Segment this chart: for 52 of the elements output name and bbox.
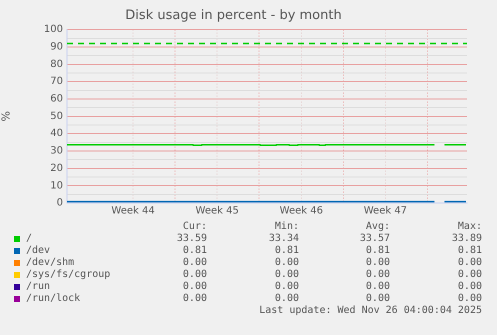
legend-label: /dev/shm	[26, 257, 74, 269]
y-tick-label: 30	[50, 146, 63, 157]
text: 33.59	[176, 233, 207, 245]
text: 0.00	[366, 269, 390, 281]
y-tick-label: 80	[50, 58, 63, 70]
y-tick-label: 10	[50, 180, 63, 192]
text: 0.00	[458, 293, 482, 305]
text: 0.00	[182, 293, 207, 305]
text: 0.00	[274, 281, 299, 293]
y-tick-label: 70	[50, 76, 63, 88]
text: 0.00	[274, 257, 299, 269]
text: 0.00	[182, 269, 207, 281]
x-tick-label: Week 44	[111, 206, 155, 217]
text: 0.00	[182, 281, 207, 293]
text: 33.89	[452, 233, 482, 245]
x-tick-label: Week 46	[280, 206, 323, 217]
x-tick-label: Week 45	[196, 206, 239, 217]
legend-label: /run	[26, 281, 50, 293]
y-axis-title: %	[0, 111, 12, 122]
text: 0.81	[182, 245, 207, 257]
y-tick-label: 0	[56, 198, 63, 209]
text: 0.81	[458, 245, 482, 257]
text: Max:	[458, 221, 482, 233]
text: 0.81	[274, 245, 299, 257]
y-tick-label: 100	[44, 24, 63, 36]
y-tick-label: 40	[50, 128, 63, 140]
legend-label: /dev	[26, 245, 50, 257]
text: 0.00	[458, 257, 482, 269]
text: 0.00	[366, 281, 390, 293]
text: 33.57	[360, 233, 390, 245]
text: 0.00	[274, 293, 299, 305]
text: 0.81	[366, 245, 390, 257]
text: 33.34	[268, 233, 299, 245]
y-tick-label: 50	[50, 110, 63, 122]
text: 0.00	[366, 257, 390, 269]
text: 0.00	[274, 269, 299, 281]
text: Avg:	[366, 221, 390, 233]
text: Last update: Wed Nov 26 04:00:04 2025	[259, 305, 482, 317]
text: 0.00	[366, 293, 390, 305]
text: 0.00	[458, 281, 482, 293]
legend-label: /run/lock	[26, 293, 80, 305]
x-tick-label: Week 47	[364, 206, 408, 217]
chart-title: Disk usage in percent - by month	[125, 8, 342, 24]
y-tick-label: 60	[50, 94, 63, 105]
legend-label: /	[26, 233, 32, 245]
text: 0.00	[458, 269, 482, 281]
text: Min:	[274, 221, 299, 233]
y-tick-label: 20	[50, 162, 63, 174]
legend-label: /sys/fs/cgroup	[26, 269, 110, 281]
text: Cur:	[182, 221, 207, 233]
y-tick-label: 90	[50, 42, 63, 53]
text: 0.00	[182, 257, 207, 269]
